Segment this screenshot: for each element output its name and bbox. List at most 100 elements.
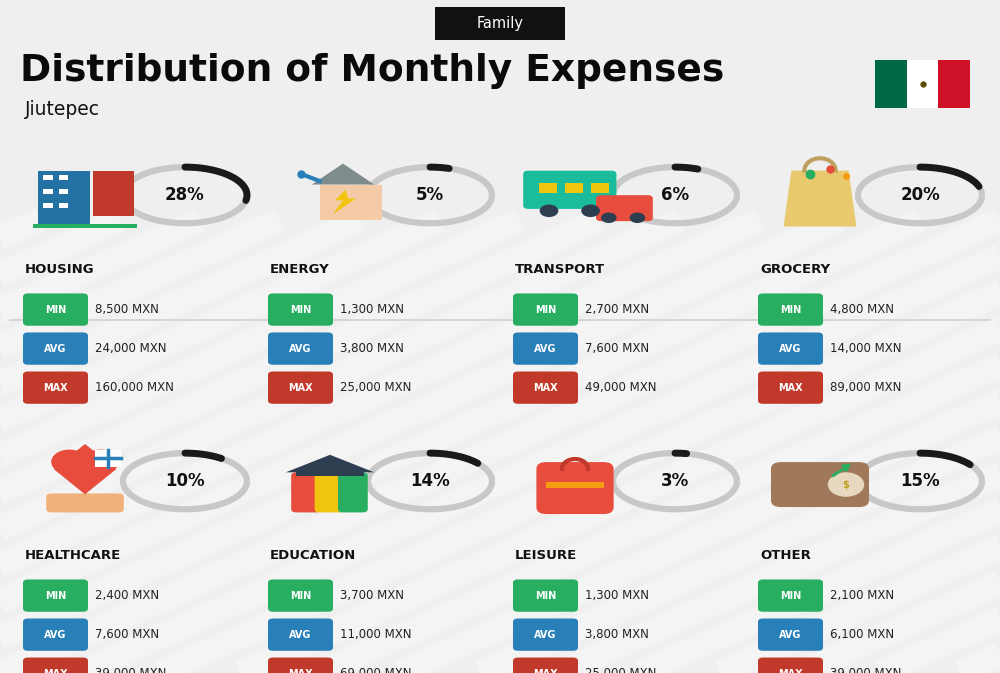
Text: 49,000 MXN: 49,000 MXN — [585, 381, 657, 394]
FancyBboxPatch shape — [43, 175, 53, 180]
FancyBboxPatch shape — [23, 293, 88, 326]
FancyBboxPatch shape — [59, 175, 68, 180]
Text: 2,400 MXN: 2,400 MXN — [95, 589, 159, 602]
FancyBboxPatch shape — [43, 188, 53, 194]
Text: 69,000 MXN: 69,000 MXN — [340, 667, 412, 673]
Text: MIN: MIN — [290, 305, 311, 314]
FancyBboxPatch shape — [758, 371, 823, 404]
FancyBboxPatch shape — [536, 462, 614, 514]
Text: HEALTHCARE: HEALTHCARE — [25, 548, 121, 562]
Circle shape — [601, 213, 617, 223]
FancyBboxPatch shape — [565, 183, 583, 193]
Text: MIN: MIN — [780, 305, 801, 314]
Text: 39,000 MXN: 39,000 MXN — [95, 667, 166, 673]
Text: AVG: AVG — [779, 630, 802, 639]
Circle shape — [581, 205, 600, 217]
Text: 28%: 28% — [165, 186, 205, 204]
Text: 1,300 MXN: 1,300 MXN — [340, 303, 404, 316]
Text: 25,000 MXN: 25,000 MXN — [340, 381, 411, 394]
Text: 39,000 MXN: 39,000 MXN — [830, 667, 901, 673]
FancyBboxPatch shape — [268, 332, 333, 365]
Text: AVG: AVG — [44, 344, 67, 353]
FancyBboxPatch shape — [46, 493, 124, 512]
FancyBboxPatch shape — [268, 293, 333, 326]
Text: 3,700 MXN: 3,700 MXN — [340, 589, 404, 602]
Text: MIN: MIN — [45, 591, 66, 600]
Text: 14,000 MXN: 14,000 MXN — [830, 342, 902, 355]
FancyBboxPatch shape — [268, 618, 333, 651]
FancyBboxPatch shape — [296, 469, 364, 476]
Text: MAX: MAX — [43, 383, 68, 392]
Text: 7,600 MXN: 7,600 MXN — [585, 342, 649, 355]
Text: 4,800 MXN: 4,800 MXN — [830, 303, 894, 316]
Text: MAX: MAX — [533, 669, 558, 673]
FancyBboxPatch shape — [938, 60, 970, 108]
FancyBboxPatch shape — [523, 171, 616, 209]
Text: EDUCATION: EDUCATION — [270, 548, 356, 562]
Text: MIN: MIN — [535, 591, 556, 600]
Text: MIN: MIN — [780, 591, 801, 600]
Text: GROCERY: GROCERY — [760, 262, 830, 276]
Text: Family: Family — [477, 16, 524, 31]
FancyBboxPatch shape — [23, 579, 88, 612]
FancyBboxPatch shape — [23, 371, 88, 404]
Text: 11,000 MXN: 11,000 MXN — [340, 628, 412, 641]
Text: $: $ — [843, 480, 849, 489]
Text: 20%: 20% — [900, 186, 940, 204]
Circle shape — [828, 472, 864, 497]
Text: AVG: AVG — [534, 630, 557, 639]
Text: MIN: MIN — [290, 591, 311, 600]
FancyBboxPatch shape — [546, 482, 604, 488]
FancyBboxPatch shape — [43, 203, 53, 209]
Text: 7,600 MXN: 7,600 MXN — [95, 628, 159, 641]
Polygon shape — [312, 164, 374, 184]
Text: Distribution of Monthly Expenses: Distribution of Monthly Expenses — [20, 52, 724, 89]
FancyBboxPatch shape — [875, 60, 907, 108]
Text: OTHER: OTHER — [760, 548, 811, 562]
Text: MAX: MAX — [288, 383, 313, 392]
Text: 2,700 MXN: 2,700 MXN — [585, 303, 649, 316]
FancyBboxPatch shape — [758, 658, 823, 673]
Circle shape — [82, 450, 119, 474]
FancyBboxPatch shape — [268, 371, 333, 404]
Circle shape — [51, 450, 88, 474]
Text: 3,800 MXN: 3,800 MXN — [340, 342, 404, 355]
FancyBboxPatch shape — [95, 450, 121, 467]
FancyBboxPatch shape — [38, 170, 90, 227]
FancyBboxPatch shape — [758, 618, 823, 651]
FancyBboxPatch shape — [93, 170, 134, 216]
FancyBboxPatch shape — [758, 293, 823, 326]
FancyBboxPatch shape — [513, 332, 578, 365]
Text: 24,000 MXN: 24,000 MXN — [95, 342, 166, 355]
Text: 6,100 MXN: 6,100 MXN — [830, 628, 894, 641]
FancyBboxPatch shape — [513, 618, 578, 651]
FancyBboxPatch shape — [758, 332, 823, 365]
Text: 25,000 MXN: 25,000 MXN — [585, 667, 656, 673]
Text: 89,000 MXN: 89,000 MXN — [830, 381, 901, 394]
FancyBboxPatch shape — [315, 472, 344, 512]
FancyBboxPatch shape — [513, 579, 578, 612]
Text: AVG: AVG — [534, 344, 557, 353]
FancyBboxPatch shape — [771, 462, 869, 507]
FancyBboxPatch shape — [59, 188, 68, 194]
Text: 14%: 14% — [410, 472, 450, 490]
Text: MAX: MAX — [43, 669, 68, 673]
FancyBboxPatch shape — [758, 579, 823, 612]
Text: 10%: 10% — [165, 472, 205, 490]
Text: AVG: AVG — [289, 630, 312, 639]
FancyBboxPatch shape — [291, 472, 321, 512]
FancyBboxPatch shape — [596, 195, 653, 221]
FancyBboxPatch shape — [268, 579, 333, 612]
FancyBboxPatch shape — [513, 293, 578, 326]
Text: 2,100 MXN: 2,100 MXN — [830, 589, 894, 602]
Polygon shape — [54, 444, 116, 495]
FancyBboxPatch shape — [59, 203, 68, 209]
Text: MAX: MAX — [288, 669, 313, 673]
Text: MAX: MAX — [533, 383, 558, 392]
FancyBboxPatch shape — [33, 224, 137, 228]
Text: LEISURE: LEISURE — [515, 548, 577, 562]
Text: 3,800 MXN: 3,800 MXN — [585, 628, 649, 641]
Text: TRANSPORT: TRANSPORT — [515, 262, 605, 276]
FancyBboxPatch shape — [268, 658, 333, 673]
FancyBboxPatch shape — [23, 618, 88, 651]
